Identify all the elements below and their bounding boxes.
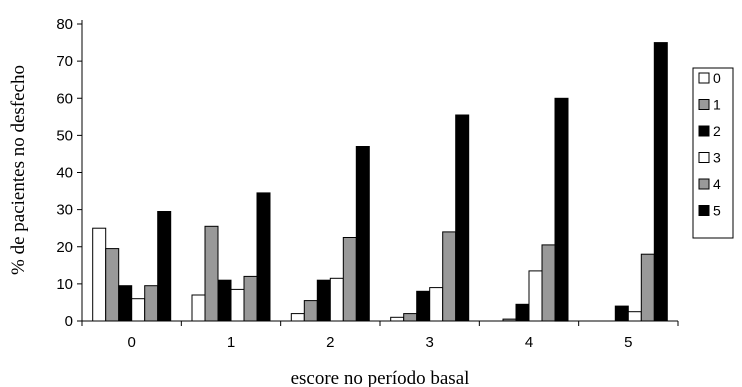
- y-tick-label: 10: [56, 276, 73, 293]
- x-tick-label: 4: [525, 334, 533, 351]
- x-axis-title: escore no período basal: [291, 368, 470, 387]
- bar-series-3-cat-1: [230, 288, 245, 322]
- bar-series-5-cat-3: [455, 114, 470, 322]
- bar-series-2-cat-2: [316, 279, 331, 322]
- legend-swatch: [698, 205, 710, 216]
- bar-series-3-cat-3: [429, 287, 444, 322]
- bar-series-2-cat-4: [515, 303, 530, 322]
- x-tick-label: 3: [425, 334, 433, 351]
- y-ticks: 0 10 20 30 40 50 60 70 80: [56, 16, 82, 330]
- bar-series-2-cat-1: [217, 279, 232, 322]
- bar-series-4-cat-5: [640, 253, 655, 322]
- legend-label: 3: [713, 150, 721, 166]
- bar-series-1-cat-0: [105, 248, 120, 322]
- bar-series-4-cat-0: [144, 285, 159, 322]
- legend-swatch: [698, 125, 710, 137]
- x-tick-label: 2: [326, 334, 334, 351]
- bar-series-3-cat-2: [329, 277, 344, 322]
- legend-label: 5: [713, 203, 721, 219]
- bar-series-0-cat-2: [290, 313, 305, 322]
- x-tick-label: 1: [227, 334, 235, 351]
- y-tick-label: 60: [56, 90, 73, 107]
- bar-series-3-cat-0: [131, 298, 146, 322]
- legend-label: 4: [713, 176, 721, 192]
- x-tick-label: 5: [624, 334, 632, 351]
- bar-series-4-cat-3: [442, 231, 457, 322]
- bar-series-5-cat-4: [554, 97, 569, 322]
- y-tick-label: 40: [56, 165, 73, 182]
- legend-swatch: [698, 152, 710, 163]
- legend: 0 1 2 3 4 5: [692, 67, 734, 239]
- legend-label: 2: [713, 123, 721, 139]
- y-tick-label: 0: [65, 313, 73, 330]
- bars-layer: [92, 42, 668, 322]
- bar-series-5-cat-5: [653, 42, 668, 322]
- bar-series-5-cat-1: [256, 192, 271, 322]
- bar-series-2-cat-0: [118, 285, 133, 322]
- legend-label: 1: [713, 97, 721, 113]
- bar-series-0-cat-0: [92, 227, 107, 322]
- bar-series-0-cat-1: [191, 294, 206, 322]
- legend-swatch: [698, 99, 710, 110]
- y-tick-label: 20: [56, 239, 73, 256]
- y-axis-title: % de pacientes no desfecho: [8, 65, 29, 275]
- bar-series-5-cat-2: [355, 146, 370, 322]
- legend-swatch: [698, 178, 710, 190]
- axes-layer: [81, 20, 678, 322]
- bar-series-0-cat-3: [390, 316, 405, 322]
- bar-series-4-cat-4: [541, 244, 556, 322]
- y-tick-label: 80: [56, 16, 73, 33]
- bar-series-1-cat-2: [303, 300, 318, 322]
- bar-series-2-cat-3: [416, 290, 431, 322]
- x-tick-label: 0: [127, 334, 135, 351]
- bar-series-3-cat-4: [528, 270, 543, 322]
- bar-series-4-cat-1: [243, 275, 258, 322]
- y-tick-label: 70: [56, 53, 73, 70]
- bar-series-3-cat-5: [627, 311, 642, 322]
- bar-series-4-cat-2: [342, 237, 357, 322]
- legend-label: 0: [713, 70, 721, 86]
- x-ticks: 0 1 2 3 4 5: [81, 321, 679, 351]
- bar-series-5-cat-0: [157, 211, 172, 322]
- bar-series-2-cat-5: [614, 305, 629, 322]
- bar-series-1-cat-1: [204, 225, 219, 322]
- legend-swatch: [698, 72, 710, 84]
- y-tick-label: 30: [56, 202, 73, 219]
- y-tick-label: 50: [56, 127, 73, 144]
- bar-series-1-cat-3: [403, 313, 418, 322]
